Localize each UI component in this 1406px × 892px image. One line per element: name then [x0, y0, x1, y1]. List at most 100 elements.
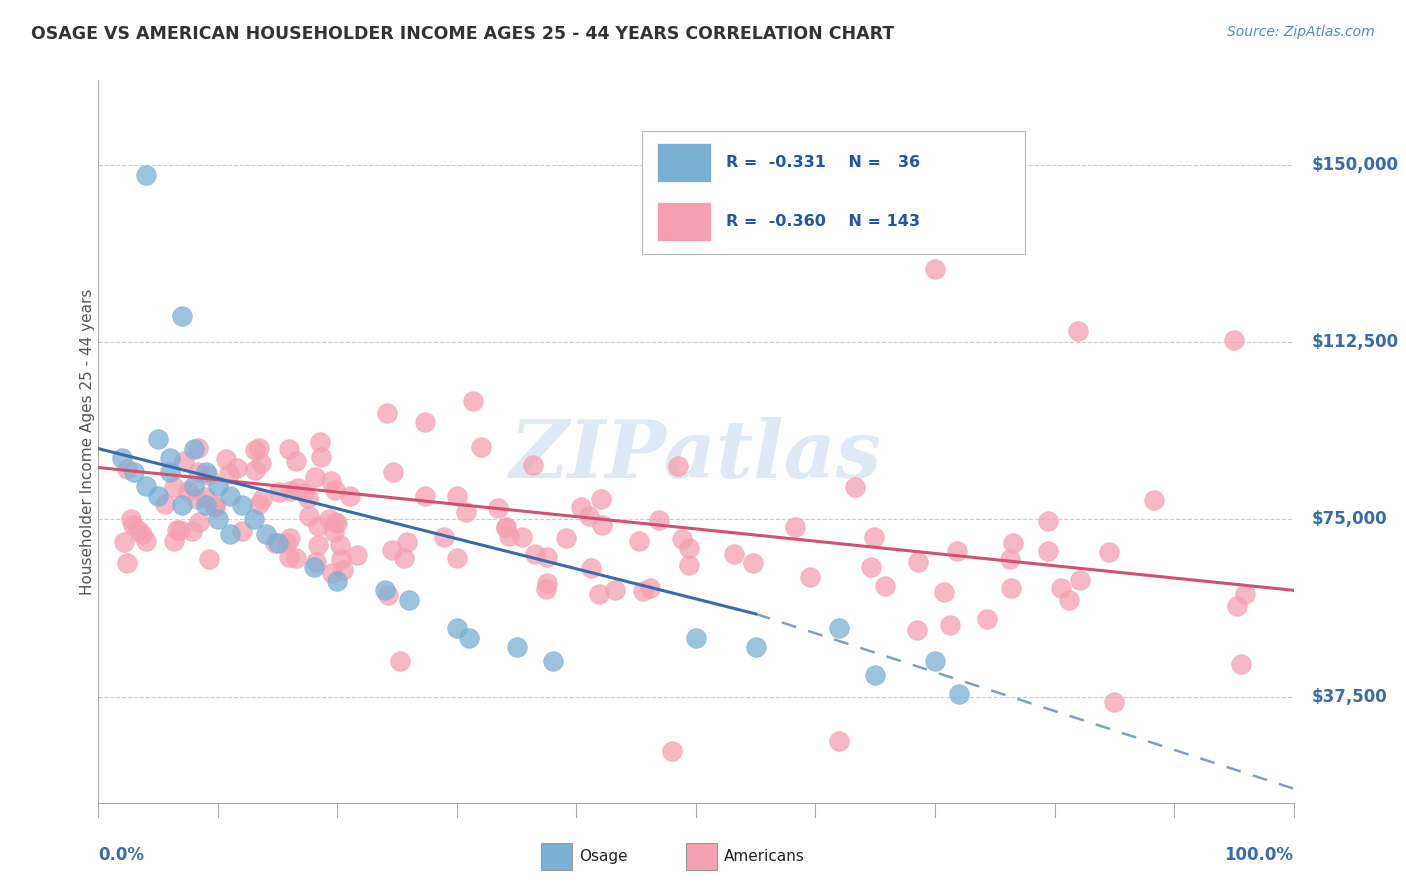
- Point: [946, 544, 969, 558]
- Point: [678, 558, 700, 573]
- Point: [218, 467, 240, 482]
- Point: [148, 432, 170, 446]
- Text: $75,000: $75,000: [1312, 510, 1388, 528]
- Point: [187, 465, 209, 479]
- Point: [188, 515, 211, 529]
- Point: [631, 584, 654, 599]
- Point: [297, 491, 319, 505]
- Text: 0.0%: 0.0%: [98, 847, 145, 864]
- Point: [204, 499, 226, 513]
- Point: [578, 509, 600, 524]
- Point: [554, 532, 576, 546]
- Point: [1226, 599, 1249, 613]
- Point: [323, 524, 346, 539]
- Point: [198, 551, 221, 566]
- Point: [860, 559, 883, 574]
- Point: [247, 442, 270, 456]
- Point: [323, 483, 346, 498]
- Point: [454, 505, 477, 519]
- Point: [163, 533, 186, 548]
- Point: [873, 579, 896, 593]
- Point: [247, 497, 270, 511]
- Point: [932, 584, 955, 599]
- Point: [661, 744, 683, 758]
- Point: [219, 489, 242, 503]
- Point: [267, 485, 290, 500]
- Point: [382, 466, 405, 480]
- Point: [723, 548, 745, 562]
- Point: [302, 559, 325, 574]
- Point: [187, 441, 209, 455]
- Point: [172, 310, 194, 324]
- Point: [243, 463, 266, 477]
- Point: [506, 640, 529, 654]
- Point: [176, 483, 198, 498]
- Point: [1057, 592, 1080, 607]
- Point: [195, 465, 218, 479]
- Point: [510, 530, 533, 544]
- Point: [120, 512, 142, 526]
- Point: [329, 538, 352, 552]
- Text: $37,500: $37,500: [1312, 688, 1388, 706]
- Point: [111, 451, 134, 466]
- Point: [245, 442, 267, 457]
- Point: [924, 654, 946, 668]
- Point: [278, 442, 301, 456]
- Point: [1050, 581, 1073, 595]
- Point: [183, 479, 205, 493]
- Point: [828, 621, 851, 635]
- Point: [1067, 324, 1090, 338]
- Point: [498, 529, 520, 543]
- Point: [250, 491, 273, 506]
- Point: [197, 468, 219, 483]
- Point: [495, 521, 517, 535]
- Point: [298, 508, 321, 523]
- Point: [741, 557, 763, 571]
- Point: [375, 406, 398, 420]
- Point: [1102, 695, 1125, 709]
- Text: Osage: Osage: [579, 849, 628, 863]
- Point: [461, 394, 484, 409]
- Point: [254, 526, 277, 541]
- Point: [204, 500, 226, 515]
- Point: [536, 575, 558, 590]
- Point: [278, 550, 301, 565]
- Point: [155, 497, 177, 511]
- Point: [173, 453, 195, 467]
- Point: [413, 415, 436, 429]
- Point: [219, 526, 242, 541]
- Point: [243, 512, 266, 526]
- Point: [1143, 493, 1166, 508]
- Point: [865, 668, 887, 682]
- Point: [389, 654, 412, 668]
- Point: [287, 482, 309, 496]
- Point: [285, 454, 308, 468]
- Point: [398, 592, 420, 607]
- Point: [127, 524, 149, 538]
- Point: [207, 512, 229, 526]
- Point: [309, 434, 332, 449]
- Point: [1230, 657, 1253, 672]
- Point: [1002, 536, 1025, 550]
- Point: [183, 442, 205, 456]
- Point: [215, 451, 238, 466]
- Point: [458, 631, 481, 645]
- Point: [671, 532, 693, 546]
- Point: [804, 215, 827, 229]
- Point: [948, 687, 970, 701]
- Point: [536, 549, 558, 564]
- Text: $112,500: $112,500: [1312, 334, 1399, 351]
- Point: [627, 534, 650, 549]
- Point: [135, 479, 157, 493]
- Point: [321, 566, 343, 580]
- Point: [905, 624, 928, 638]
- Point: [169, 523, 191, 537]
- Point: [249, 456, 271, 470]
- Point: [323, 515, 346, 529]
- Point: [304, 469, 326, 483]
- Point: [522, 458, 544, 473]
- Point: [591, 518, 613, 533]
- Point: [446, 621, 468, 635]
- Point: [588, 587, 610, 601]
- Point: [446, 551, 468, 566]
